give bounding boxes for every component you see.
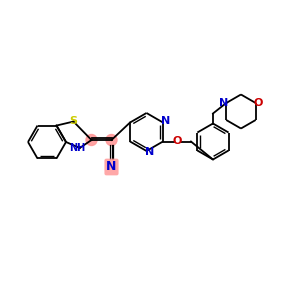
Text: N: N <box>145 147 154 157</box>
Text: O: O <box>172 136 182 146</box>
Text: S: S <box>70 116 77 125</box>
Text: N: N <box>161 116 171 127</box>
Text: N: N <box>106 160 117 173</box>
Text: O: O <box>254 98 263 108</box>
Circle shape <box>86 134 97 146</box>
Text: NH: NH <box>69 143 85 153</box>
Circle shape <box>106 134 117 146</box>
Text: N: N <box>219 98 228 108</box>
